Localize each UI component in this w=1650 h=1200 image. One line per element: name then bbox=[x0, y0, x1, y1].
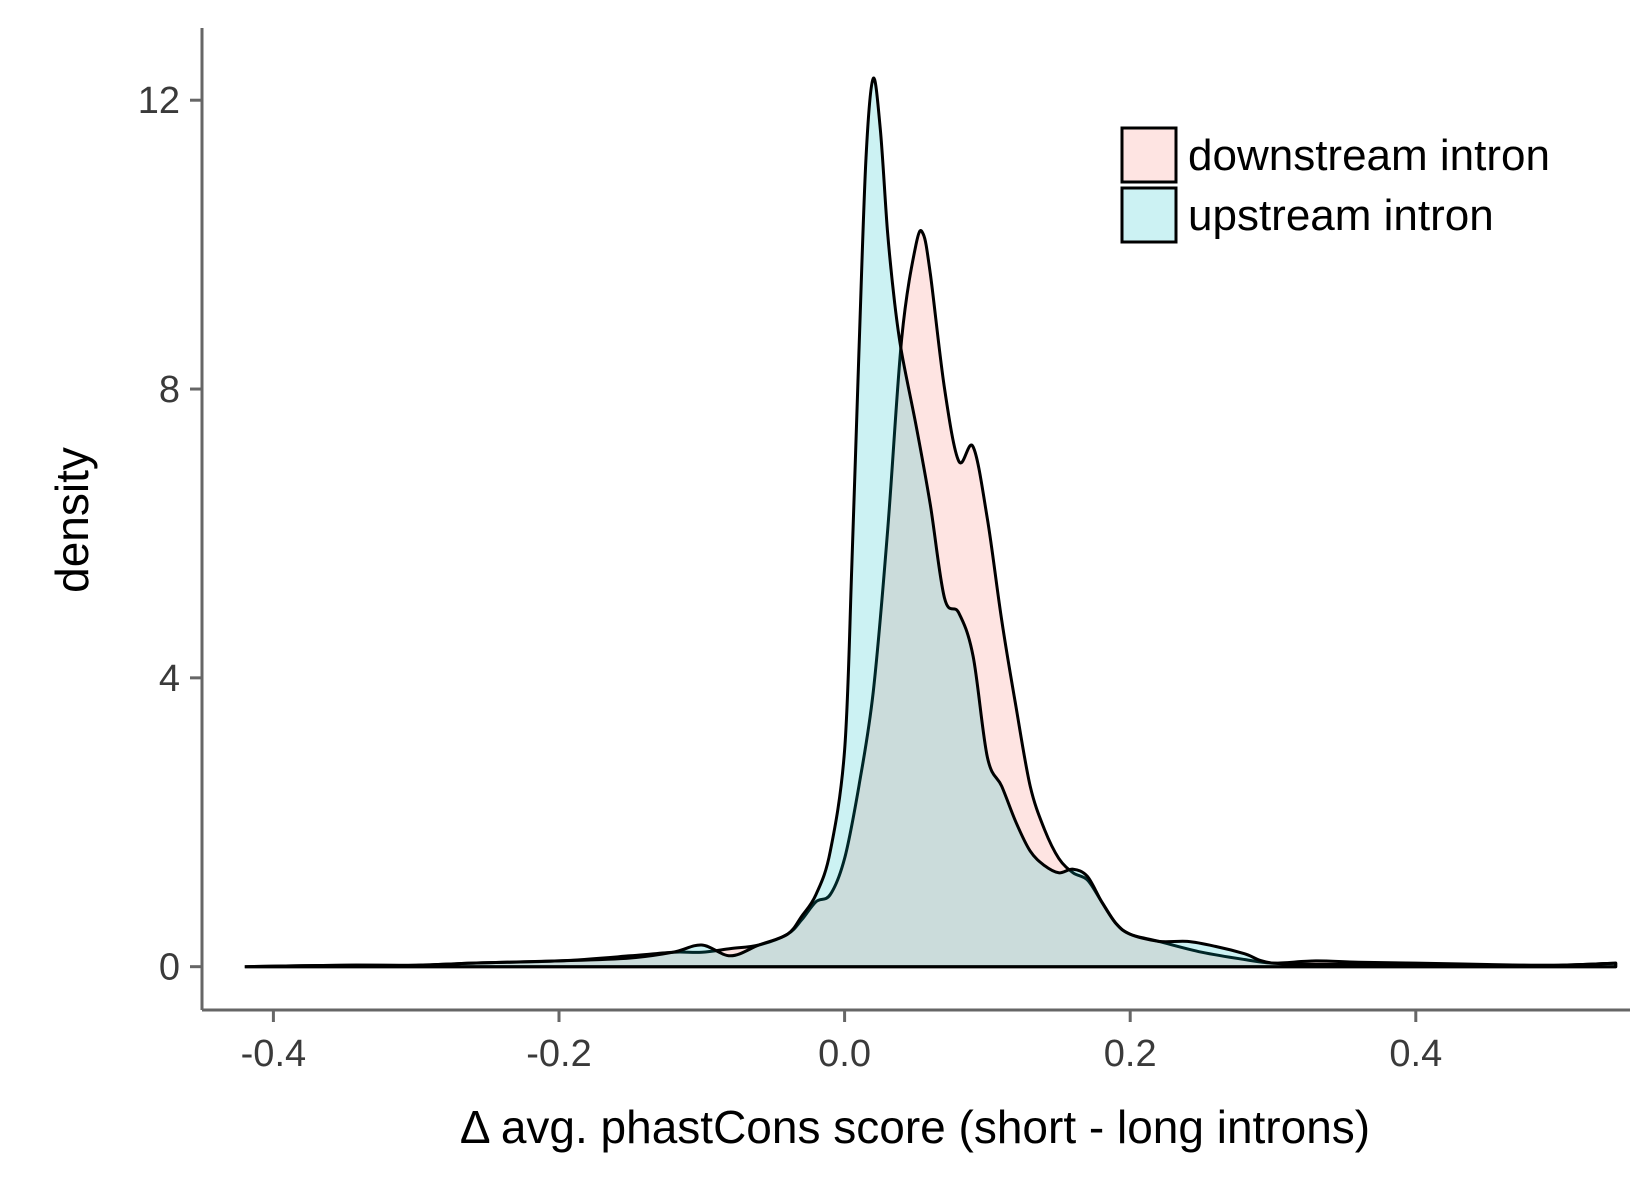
y-ticks: 0 4 8 12 bbox=[138, 80, 202, 989]
y-tick-label: 12 bbox=[138, 80, 180, 122]
y-axis-title: density bbox=[46, 447, 98, 593]
x-tick-label: -0.4 bbox=[241, 1033, 306, 1075]
x-tick-label: 0.4 bbox=[1389, 1033, 1442, 1075]
x-axis-title: Δ avg. phastCons score (short - long int… bbox=[460, 1101, 1370, 1153]
x-tick-label: 0.0 bbox=[818, 1033, 871, 1075]
axes-layer bbox=[200, 28, 1630, 1012]
legend-label-downstream-intron: downstream intron bbox=[1188, 131, 1550, 180]
series-line-upstream-intron bbox=[244, 76, 1618, 969]
legend-key-upstream-intron bbox=[1120, 186, 1178, 244]
legend-label-upstream-intron: upstream intron bbox=[1188, 191, 1494, 240]
legend-key-downstream-intron bbox=[1120, 126, 1178, 184]
x-tick-label: 0.2 bbox=[1104, 1033, 1157, 1075]
y-tick-label: 4 bbox=[159, 658, 180, 700]
series-layer bbox=[244, 76, 1618, 969]
legend: downstream intron upstream intron bbox=[1120, 126, 1550, 244]
series-area-downstream-intron bbox=[244, 230, 1616, 967]
y-tick-label: 8 bbox=[159, 369, 180, 411]
series-area-upstream-intron bbox=[244, 77, 1616, 967]
x-ticks: -0.4 -0.2 0.0 0.2 0.4 bbox=[241, 1010, 1442, 1075]
x-tick-label: -0.2 bbox=[526, 1033, 591, 1075]
y-tick-label: 0 bbox=[159, 947, 180, 989]
